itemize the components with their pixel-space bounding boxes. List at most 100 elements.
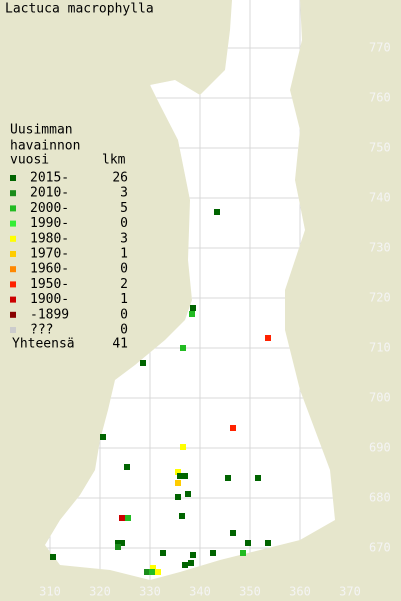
legend-swatch [10,281,16,288]
occurrence [160,550,166,556]
legend-swatch [10,235,16,242]
legend-count: 1 [120,247,128,262]
occurrence [188,560,194,566]
occurrence [185,491,191,497]
y-tick-label: 750 [369,141,391,155]
total-label: Yhteensä [12,337,75,352]
legend-count: 26 [112,171,128,186]
occurrence [50,554,56,560]
occurrence [125,515,131,521]
y-tick-label: 680 [369,491,391,505]
occurrence [210,550,216,556]
legend-count: 0 [120,262,128,277]
occurrence [100,434,106,440]
occurrence [180,444,186,450]
occurrence [119,540,125,546]
legend: 2015- 26 2010- 3 2000- 5 1990- 0 1980- 3 1970- 1 196… [10,171,128,338]
occurrence [245,540,251,546]
occurrence [175,494,181,500]
total-count: 41 [112,337,128,352]
y-tick-label: 770 [369,41,391,55]
x-tick-label: 360 [289,585,311,599]
legend-swatch [10,327,16,333]
occurrence [214,209,220,215]
legend-label: 2010- [30,186,69,201]
x-tick-label: 320 [89,585,111,599]
occurrence [179,513,185,519]
occurrence [265,335,271,341]
occurrence [149,569,155,575]
legend-label: -1899 [30,307,69,322]
x-tick-label: 340 [189,585,211,599]
occurrence [230,425,236,431]
occurrence [175,480,181,486]
legend-swatch [10,220,16,227]
legend-count-header: lkm [102,153,126,168]
occurrence [255,475,261,481]
legend-count: 0 [120,307,128,322]
occurrence [182,562,188,568]
occurrence [144,569,150,575]
x-tick-label: 350 [239,585,261,599]
y-tick-label: 670 [369,541,391,555]
legend-count: 2 [120,277,128,292]
occurrence [115,544,121,550]
occurrence [150,565,156,571]
legend-count: 3 [120,186,128,201]
legend-count: 5 [120,201,128,216]
legend-count: 3 [120,231,128,246]
y-tick-label: 720 [369,291,391,305]
legend-label: 2000- [30,201,69,216]
legend-label: ??? [30,323,53,338]
legend-label: 1900- [30,292,69,307]
legend-swatch [10,205,16,212]
points [50,209,271,575]
legend-swatch [10,266,16,273]
x-tick-label: 330 [139,585,161,599]
legend-header: vuosi [10,153,49,168]
occurrence [155,569,161,575]
legend-count: 0 [120,323,128,338]
occurrence [182,473,188,479]
y-tick-label: 740 [369,191,391,205]
legend-swatch [10,296,16,303]
occurrence [119,515,125,521]
legend-swatch [10,251,16,257]
occurrence [265,540,271,546]
legend-label: 1960- [30,262,69,277]
occurrence [124,464,130,470]
occurrence [190,552,196,558]
occurrence [240,550,246,556]
legend-swatch [10,190,16,197]
legend-label: 1950- [30,277,69,292]
y-tick-label: 700 [369,391,391,405]
occurrence [190,305,196,311]
occurrence [225,475,231,481]
x-tick-label: 310 [39,585,61,599]
occurrence [180,345,186,351]
legend-header: Uusimman [10,123,73,138]
legend-swatch [10,311,16,318]
legend-header: havainnon [10,139,80,154]
legend-count: 1 [120,292,128,307]
land [45,0,335,580]
y-tick-label: 730 [369,241,391,255]
occurrence [140,360,146,366]
occurrence [230,530,236,536]
legend-count: 0 [120,216,128,231]
y-tick-label: 760 [369,91,391,105]
legend-label: 2015- [30,171,69,186]
legend-label: 1990- [30,216,69,231]
legend-label: 1980- [30,231,69,246]
legend-label: 1970- [30,247,69,262]
occurrence [189,311,195,317]
occurrence [177,473,183,479]
x-tick-label: 370 [339,585,361,599]
y-tick-label: 690 [369,441,391,455]
title: Lactuca macrophylla [5,2,154,17]
occurrence [175,469,181,475]
y-tick-label: 710 [369,341,391,355]
legend-swatch [10,175,16,181]
occurrence [115,540,121,546]
